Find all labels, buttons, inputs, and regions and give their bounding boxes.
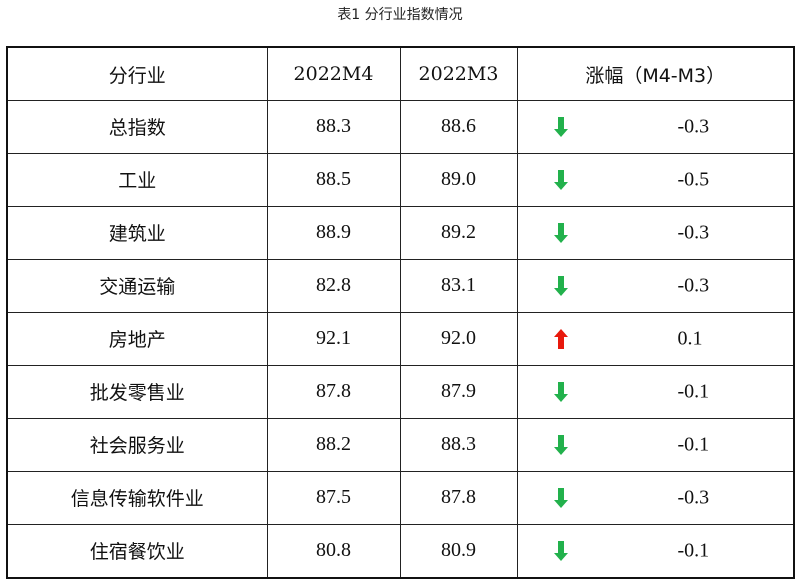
sector-name-cell: 交通运输 — [6, 258, 268, 313]
header-change: 涨幅（M4-M3） — [516, 46, 795, 101]
down-arrow-icon — [553, 381, 568, 402]
m3-value-cell: 87.9 — [399, 364, 518, 419]
sector-name-cell: 信息传输软件业 — [6, 470, 268, 525]
change-cell: -0.5 — [516, 152, 795, 207]
change-cell: -0.3 — [516, 205, 795, 260]
change-value: -0.3 — [677, 486, 710, 509]
sector-index-table: 分行业 2022M4 2022M3 涨幅（M4-M3） 总指数 88.3 88.6-… — [6, 46, 795, 579]
m4-value-cell: 88.9 — [266, 205, 401, 260]
down-arrow-icon — [553, 434, 568, 455]
table-row: 交通运输 82.8 83.1 -0.3 — [6, 258, 795, 313]
change-cell: -0.3 — [516, 258, 795, 313]
m3-value-cell: 88.6 — [399, 100, 518, 154]
change-cell: -0.1 — [516, 523, 795, 579]
m4-value-cell: 82.8 — [266, 258, 401, 313]
m3-value-cell: 83.1 — [399, 258, 518, 313]
down-arrow-icon — [553, 116, 568, 137]
table-row: 批发零售业 87.8 87.9 -0.1 — [6, 364, 795, 419]
change-value: -0.1 — [677, 539, 710, 562]
sector-name-cell: 住宿餐饮业 — [6, 523, 268, 579]
header-sector: 分行业 — [6, 46, 268, 101]
table-row: 工业 88.5 89.0 -0.5 — [6, 152, 795, 207]
change-value: -0.3 — [677, 221, 710, 244]
change-value: -0.1 — [677, 433, 710, 456]
up-arrow-icon — [553, 328, 568, 349]
m3-value-cell: 87.8 — [399, 470, 518, 525]
m3-value-cell: 89.0 — [399, 152, 518, 207]
change-value: -0.3 — [677, 115, 710, 138]
m4-value-cell: 92.1 — [266, 311, 401, 366]
header-m3: 2022M3 — [399, 46, 518, 101]
table-row: 住宿餐饮业 80.8 80.9 -0.1 — [6, 523, 795, 579]
sector-name-cell: 房地产 — [6, 311, 268, 366]
m3-value-cell: 80.9 — [399, 523, 518, 579]
change-cell: -0.1 — [516, 417, 795, 472]
change-value: 0.1 — [677, 327, 703, 350]
m4-value-cell: 88.5 — [266, 152, 401, 207]
m4-value-cell: 88.2 — [266, 417, 401, 472]
m4-value-cell: 80.8 — [266, 523, 401, 579]
table-row: 社会服务业 88.2 88.3 -0.1 — [6, 417, 795, 472]
m4-value-cell: 87.5 — [266, 470, 401, 525]
down-arrow-icon — [553, 222, 568, 243]
m3-value-cell: 92.0 — [399, 311, 518, 366]
sector-name-cell: 总指数 — [6, 100, 268, 154]
change-cell: -0.3 — [516, 470, 795, 525]
change-value: -0.5 — [677, 168, 710, 191]
down-arrow-icon — [553, 540, 568, 561]
table-row: 房地产 92.1 92.0 0.1 — [6, 311, 795, 366]
sector-name-cell: 工业 — [6, 152, 268, 207]
down-arrow-icon — [553, 487, 568, 508]
header-row: 分行业 2022M4 2022M3 涨幅（M4-M3） — [6, 46, 795, 101]
change-cell: -0.1 — [516, 364, 795, 419]
change-value: -0.1 — [677, 380, 710, 403]
sector-name-cell: 建筑业 — [6, 205, 268, 260]
table-caption: 表1 分行业指数情况 — [337, 7, 463, 23]
m4-value-cell: 87.8 — [266, 364, 401, 419]
m4-value-cell: 88.3 — [266, 100, 401, 154]
change-cell: -0.3 — [516, 100, 795, 154]
change-cell: 0.1 — [516, 311, 795, 366]
change-value: -0.3 — [677, 274, 710, 297]
table-row: 总指数 88.3 88.6 -0.3 — [6, 100, 795, 154]
sector-name-cell: 批发零售业 — [6, 364, 268, 419]
down-arrow-icon — [553, 169, 568, 190]
down-arrow-icon — [553, 275, 568, 296]
sector-name-cell: 社会服务业 — [6, 417, 268, 472]
table-row: 建筑业 88.9 89.2 -0.3 — [6, 205, 795, 260]
m3-value-cell: 88.3 — [399, 417, 518, 472]
header-m4: 2022M4 — [266, 46, 401, 101]
table-row: 信息传输软件业 87.5 87.8 -0.3 — [6, 470, 795, 525]
m3-value-cell: 89.2 — [399, 205, 518, 260]
